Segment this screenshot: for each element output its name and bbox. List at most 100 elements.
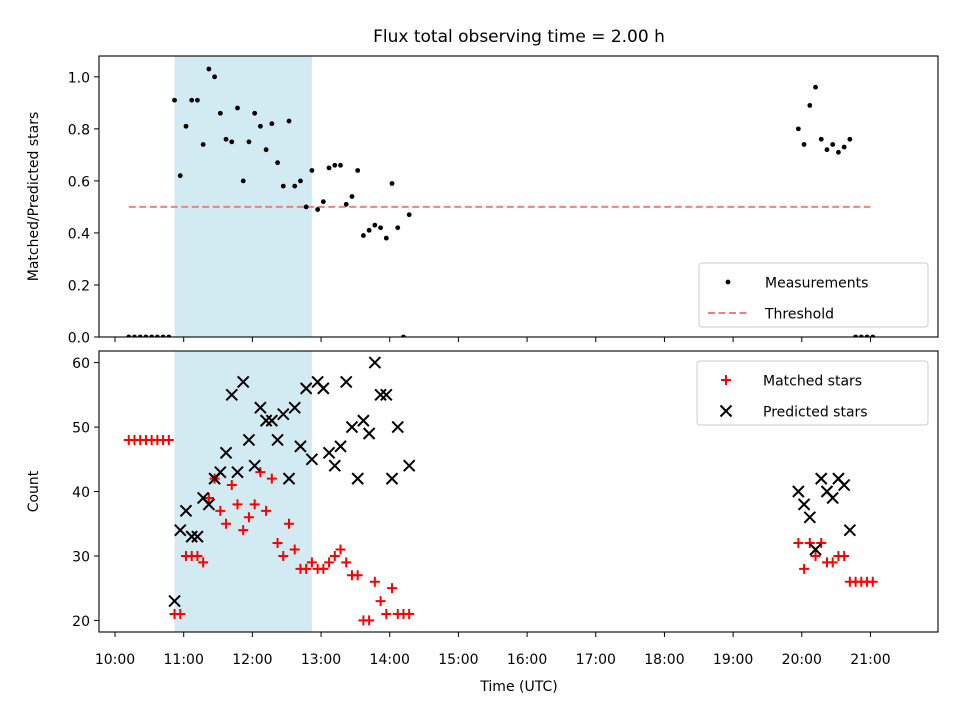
measurement-point <box>132 334 137 337</box>
matched-point <box>804 538 815 549</box>
predicted-point <box>299 382 313 395</box>
matched-point <box>203 492 214 503</box>
measurement-point <box>372 222 378 228</box>
predicted-point <box>277 407 290 421</box>
measurement-point <box>280 183 286 189</box>
matched-point <box>816 538 827 549</box>
measurement-point <box>143 334 149 337</box>
x-tick-label: 17:00 <box>576 652 616 668</box>
y-axis-label: Count <box>26 470 42 512</box>
matched-point <box>306 557 317 568</box>
predicted-point <box>815 472 828 485</box>
predicted-point <box>179 504 193 518</box>
legend-label: Predicted stars <box>763 405 868 421</box>
matched-point <box>329 550 340 561</box>
matched-point <box>175 608 186 619</box>
measurement-point <box>343 201 349 207</box>
chart-title: Flux total observing time = 2.00 h <box>373 27 665 47</box>
matched-point <box>266 473 277 484</box>
y-axis-ticks: 20 30 40 50 60 <box>72 356 99 630</box>
predicted-point <box>185 530 198 543</box>
predicted-point <box>248 459 261 472</box>
measurement-point <box>286 118 292 124</box>
legend-label: Threshold <box>764 307 834 323</box>
matched-point <box>335 544 346 555</box>
matched-point <box>289 544 300 555</box>
matched-point <box>381 608 392 619</box>
predicted-point <box>271 433 284 447</box>
predicted-point <box>294 440 307 453</box>
matched-point <box>163 434 174 445</box>
predicted-point <box>168 594 181 608</box>
legend-predicted-marker <box>719 404 733 418</box>
measurement-point <box>813 84 818 90</box>
legend-matched-marker <box>721 375 731 385</box>
measurement-point <box>801 142 807 147</box>
x-axis-ticks: 10:00 11:00 12:00 13:00 14:00 15:00 16:00 17:00… <box>95 652 891 668</box>
predicted-point <box>334 440 347 453</box>
x-tick-label: 12:00 <box>232 652 272 668</box>
measurement-point <box>349 194 355 199</box>
matched-point <box>249 499 260 510</box>
matched-point <box>232 499 243 510</box>
matched-point <box>278 550 289 561</box>
matched-point <box>198 557 209 568</box>
y-tick-label: 0.0 <box>68 331 90 347</box>
measurement-point <box>870 334 876 337</box>
measurement-point <box>395 225 401 231</box>
measurement-point <box>320 199 326 205</box>
matched-point <box>867 576 878 587</box>
matched-point <box>284 518 295 529</box>
predicted-point <box>391 420 404 434</box>
matched-point <box>255 467 266 478</box>
measurement-point <box>406 212 412 218</box>
matched-point <box>827 557 838 568</box>
predicted-point <box>265 414 279 427</box>
ratio-panel: 0.0 0.2 0.4 0.6 0.8 1.0 Matched/Predicted star… <box>26 55 939 347</box>
predicted-point <box>231 465 244 479</box>
x-tick-label: 21:00 <box>850 652 890 668</box>
measurement-point <box>263 147 269 153</box>
observing-window-span <box>174 351 312 632</box>
measurement-point <box>332 162 338 168</box>
y-tick-label: 0.4 <box>68 226 90 242</box>
predicted-point <box>214 465 227 479</box>
y-tick-label: 1.0 <box>68 70 90 86</box>
matched-point <box>318 563 329 574</box>
predicted-point <box>202 498 216 511</box>
matched-point <box>215 505 226 516</box>
matched-point <box>324 557 335 568</box>
y-tick-label: 30 <box>72 549 90 565</box>
x-tick-label: 14:00 <box>370 652 410 668</box>
y-tick-label: 0.2 <box>68 278 90 294</box>
predicted-point <box>357 414 370 427</box>
predicted-point <box>362 427 376 440</box>
predicted-point <box>380 388 393 402</box>
predicted-point <box>328 459 341 472</box>
observing-window-span <box>174 56 312 337</box>
predicted-point <box>259 414 273 427</box>
measurement-point <box>126 334 132 337</box>
predicted-point <box>191 530 204 543</box>
y-tick-label: 50 <box>72 421 90 437</box>
measurement-point <box>366 227 372 233</box>
measurement-point <box>223 136 229 142</box>
measurement-point <box>378 225 383 231</box>
predicted-point <box>305 453 319 466</box>
measurement-point <box>246 139 252 145</box>
measurement-point <box>275 160 280 166</box>
matched-point <box>238 525 249 536</box>
matched-point <box>243 512 254 523</box>
predicted-point <box>340 375 353 389</box>
legend-label: Matched stars <box>763 374 862 390</box>
x-axis-label: Time (UTC) <box>479 679 557 695</box>
measurement-point <box>326 165 332 171</box>
matched-point <box>387 583 398 594</box>
predicted-point <box>254 401 267 414</box>
predicted-point <box>843 523 857 537</box>
y-axis-label: Matched/Predicted stars <box>26 112 42 282</box>
measurement-point <box>836 149 841 155</box>
count-panel: 20 30 40 50 60 Count Matched stars Predicted st… <box>26 350 939 637</box>
measurement-point <box>841 144 847 150</box>
